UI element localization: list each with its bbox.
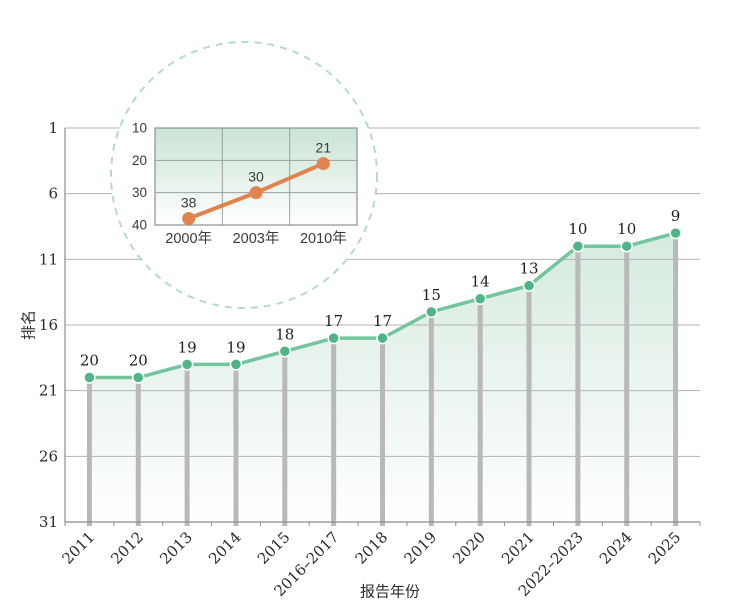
data-label: 14 <box>471 273 490 291</box>
data-label: 17 <box>373 312 392 330</box>
data-label: 15 <box>422 286 441 304</box>
data-label: 9 <box>671 207 681 225</box>
drop-line-bar <box>624 246 630 526</box>
y-tick-label: 21 <box>39 382 58 400</box>
data-label: 19 <box>226 338 245 356</box>
data-point-marker <box>132 371 145 384</box>
drop-line-bar <box>135 377 141 526</box>
inset-y-tick-label: 40 <box>132 218 147 233</box>
inset-y-tick-label: 10 <box>132 121 147 136</box>
drop-line-bar <box>282 351 288 526</box>
data-label: 17 <box>324 312 343 330</box>
drop-line-bar <box>575 246 581 526</box>
inset-x-tick-label: 2000年 <box>165 230 212 247</box>
inset-data-label: 21 <box>316 140 332 156</box>
drop-line-bar <box>673 233 679 527</box>
data-label: 13 <box>519 260 538 278</box>
x-tick-label: 2014 <box>205 528 245 568</box>
drop-line-bar <box>233 364 239 526</box>
inset-data-label: 30 <box>248 169 264 185</box>
inset-data-point-marker <box>182 212 196 226</box>
data-label: 20 <box>129 352 148 370</box>
inset-chart: 38 30 21 10 20 30 40 2000年 2003年 2010年 <box>110 41 378 309</box>
y-tick-label: 16 <box>39 316 58 334</box>
data-point-marker <box>180 358 194 371</box>
inset-x-tick-label: 2003年 <box>233 230 280 247</box>
y-tick-label: 26 <box>39 447 58 465</box>
drop-line-bar <box>380 338 385 526</box>
data-point-marker <box>425 305 438 319</box>
x-tick-label: 2021 <box>498 528 538 568</box>
data-label: 19 <box>178 338 197 356</box>
inset-plot-border <box>154 127 358 226</box>
drop-line-bar <box>86 377 92 526</box>
x-tick-label: 2020 <box>449 528 489 568</box>
data-point-marker <box>620 239 633 253</box>
y-tick-label: 31 <box>39 513 58 531</box>
inset-data-point-marker <box>316 157 330 171</box>
data-point-marker <box>327 331 340 345</box>
data-label: 10 <box>568 220 587 238</box>
inset-x-tick-label: 2010年 <box>300 230 347 247</box>
data-point-marker <box>83 371 96 384</box>
y-axis-title: 排名 <box>19 309 38 341</box>
y-tick-label: 11 <box>39 250 58 268</box>
data-point-marker <box>376 331 389 345</box>
data-point-marker <box>522 279 536 292</box>
drop-line-bar <box>184 364 190 526</box>
inset-data-point-marker <box>249 186 263 200</box>
data-label: 10 <box>617 220 636 238</box>
y-tick-label: 6 <box>48 185 58 203</box>
drop-line-bar <box>428 311 434 526</box>
inset-y-tick-label: 20 <box>132 153 147 168</box>
x-tick-label: 2013 <box>156 528 196 568</box>
drop-line-bar <box>526 285 532 526</box>
x-tick-label: 2015 <box>254 528 294 568</box>
inset-plot-background <box>155 128 357 225</box>
data-point-marker <box>669 226 682 240</box>
x-tick-label: 2012 <box>107 528 147 568</box>
x-axis-title: 报告年份 <box>359 582 421 601</box>
x-tick-label: 2011 <box>59 528 99 568</box>
x-tick-label: 2018 <box>352 528 392 568</box>
data-point-marker <box>473 292 487 305</box>
drop-line-bar <box>331 338 337 526</box>
data-point-marker <box>571 239 585 253</box>
data-label: 18 <box>275 325 294 343</box>
inset-data-label: 38 <box>181 195 197 211</box>
inset-y-tick-label: 30 <box>132 185 147 200</box>
x-tick-label: 2019 <box>400 528 440 568</box>
y-tick-label: 1 <box>48 119 58 137</box>
x-tick-label: 2024 <box>596 528 636 568</box>
data-point-marker <box>229 358 243 371</box>
data-label: 20 <box>80 352 99 370</box>
data-point-marker <box>278 345 292 358</box>
x-tick-label: 2025 <box>645 528 685 568</box>
drop-line-bar <box>477 298 483 526</box>
